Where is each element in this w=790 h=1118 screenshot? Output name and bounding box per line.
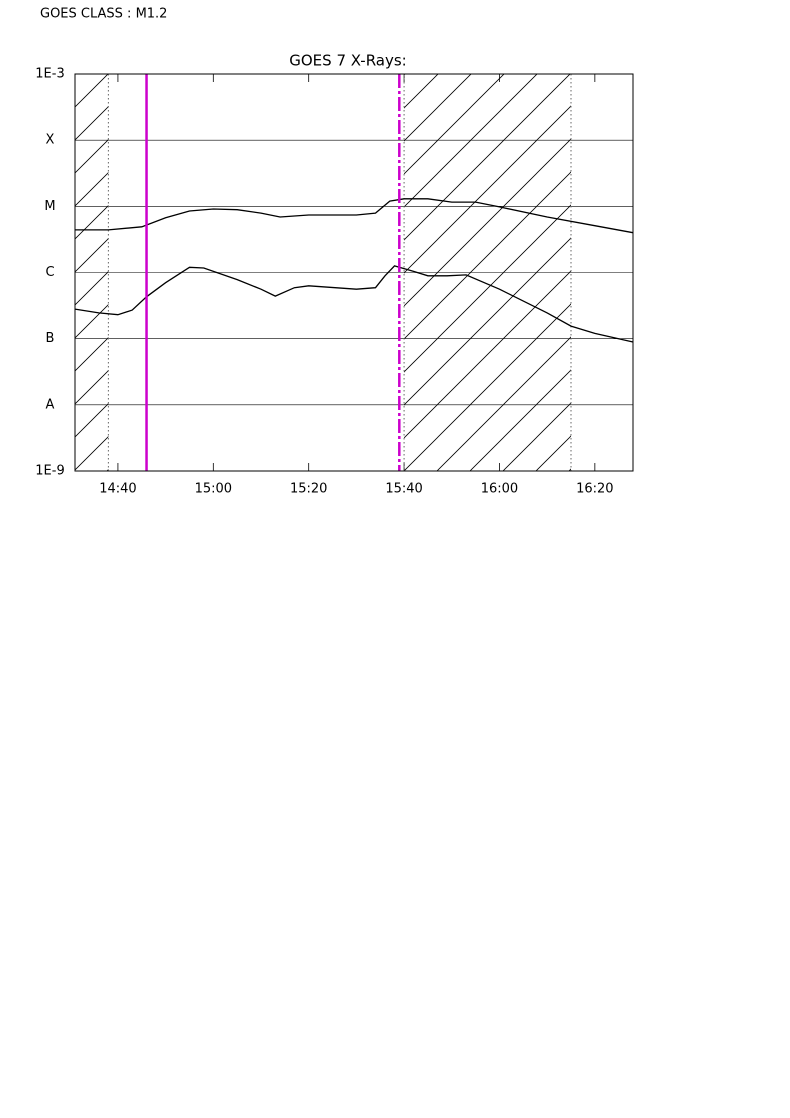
goes-class: GOES CLASS : M1.2 [40,7,167,22]
y-tick-label: C [45,265,54,280]
y-tick-label: 1E-9 [35,464,64,479]
x-tick-label: 16:00 [481,482,518,497]
y-tick-label: A [46,397,55,412]
y-tick-label: B [46,331,55,346]
flux-curve [75,198,634,234]
flux-curve [74,265,634,343]
y-tick-label: 1E-3 [35,67,64,82]
x-tick-label: 16:20 [576,482,613,497]
x-tick-label: 15:40 [385,482,422,497]
x-tick-label: 15:00 [195,482,232,497]
x-tick-label: 14:40 [99,482,136,497]
x-tick-label: 15:20 [290,482,327,497]
plot-frame [74,73,634,472]
y-tick-label: M [44,199,55,214]
y-tick-label: X [46,133,55,148]
chart-title: GOES 7 X-Rays: [289,52,406,70]
